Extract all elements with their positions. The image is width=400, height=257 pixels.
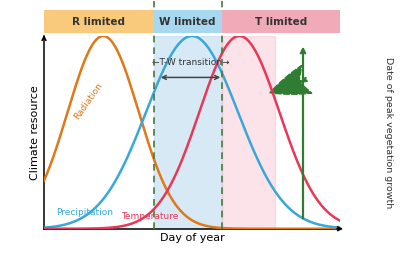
- Bar: [222, 10, 340, 33]
- Text: Temperature: Temperature: [121, 212, 178, 221]
- Text: Date of peak vegetation growth: Date of peak vegetation growth: [384, 57, 393, 208]
- Text: W limited: W limited: [159, 16, 216, 26]
- Text: Radiation: Radiation: [72, 80, 104, 121]
- X-axis label: Day of year: Day of year: [160, 233, 224, 243]
- Text: Precipitation: Precipitation: [56, 208, 113, 217]
- Text: R limited: R limited: [72, 16, 125, 26]
- Text: ←T-W transition→: ←T-W transition→: [152, 58, 229, 67]
- Text: T limited: T limited: [255, 16, 307, 26]
- FancyArrowPatch shape: [270, 66, 312, 94]
- Bar: [44, 10, 154, 33]
- Bar: [154, 36, 222, 229]
- Bar: [154, 10, 222, 33]
- Y-axis label: Climate resource: Climate resource: [30, 85, 40, 180]
- Bar: [222, 36, 275, 229]
